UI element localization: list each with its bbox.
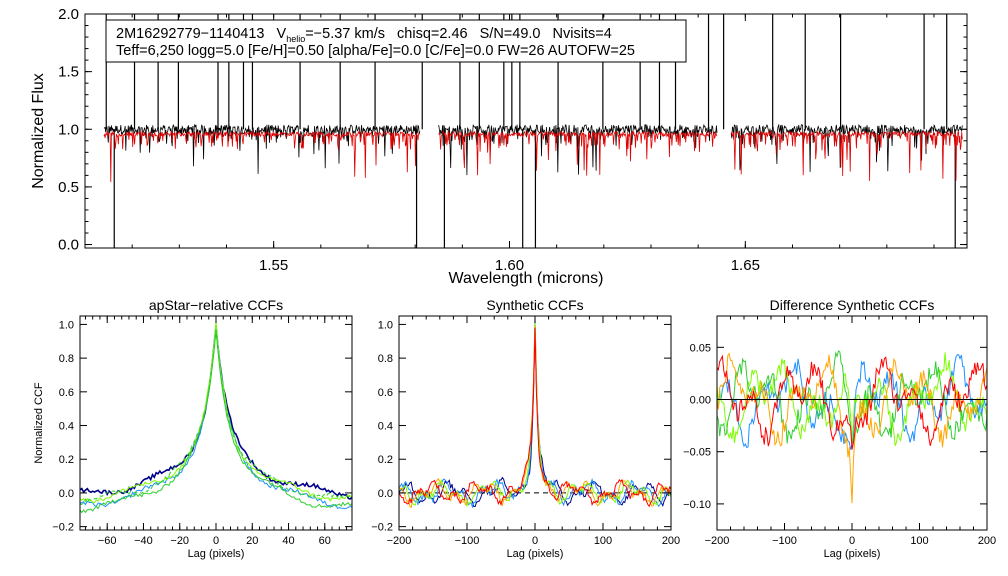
ytick-label: 0.8 (59, 353, 74, 365)
xtick-label: 100 (910, 535, 928, 547)
xtick-label: 0 (532, 535, 538, 547)
synthetic-ccf-xlabel: Lag (pixels) (507, 548, 564, 560)
ccf-line-visit-4 (398, 325, 672, 509)
synthetic-ccf-title: Synthetic CCFs (486, 297, 583, 313)
spectrum-ytick-labels: 0.0 0.5 1.0 1.5 2.0 (58, 6, 79, 254)
stellar-params-line: Teff=6,250 logg=5.0 [Fe/H]=0.50 [alpha/F… (116, 43, 635, 59)
xtick-label: −100 (772, 535, 797, 547)
apstar-ccf-panel: −60 −40 −20 0 20 40 60 −0.2 0.0 0.2 0.4 0.6 0.8 1.0 a… (33, 297, 353, 560)
ytick-label: 0.4 (378, 421, 393, 433)
model-spectrum-line (103, 130, 963, 183)
spectrum-info-box: 2M16292779−1140413 Vhelio=−5.37 km/s chi… (105, 19, 687, 63)
ytick-label: 0.2 (378, 454, 393, 466)
ytick-label: 0.6 (378, 387, 393, 399)
apstar-ccf-ticks (80, 316, 352, 530)
ytick-label: −0.2 (371, 522, 393, 534)
spectrum-panel: 0.0 0.5 1.0 1.5 2.0 1.55 1.60 1.65 Normalized … (30, 6, 968, 287)
ytick-label: 1.5 (58, 64, 79, 81)
xtick-label: 100 (594, 535, 612, 547)
spectrum-plot-frame (84, 13, 968, 249)
ytick-label: −0.05 (683, 447, 711, 459)
ytick-label: 1.0 (59, 319, 74, 331)
apstar-ccf-xlabel: Lag (pixels) (188, 548, 245, 560)
difference-ccf-panel: −200 −100 0 100 200 −0.10 −0.05 0.00 0.05 Differ… (683, 297, 996, 560)
xtick-label: 0 (849, 535, 855, 547)
apstar-ccf-title: apStar−relative CCFs (149, 297, 283, 313)
ccf-line-combined (79, 328, 353, 505)
ytick-label: 0.4 (59, 421, 74, 433)
ytick-label: 0.00 (690, 395, 711, 407)
xtick-label: 40 (282, 535, 294, 547)
synthetic-ccf-series (398, 318, 672, 509)
snr-value: S/N=49.0 (480, 26, 541, 42)
difference-ccf-ticks (716, 316, 988, 530)
ytick-label: −0.2 (52, 522, 74, 534)
ytick-label: 0.0 (59, 488, 74, 500)
chisq-value: chisq=2.46 (397, 26, 468, 42)
ccf-line-visit-3 (79, 321, 353, 504)
info-line-1: 2M16292779−1140413 Vhelio=−5.37 km/s chi… (116, 26, 612, 44)
ccf-line-visit-1 (398, 327, 672, 508)
ccf-line-visit-1 (79, 325, 353, 500)
ytick-label: −0.10 (683, 499, 711, 511)
xtick-label: 200 (978, 535, 996, 547)
model-spectrum-series (103, 130, 963, 183)
apstar-ccf-ylabel: Normalized CCF (33, 382, 45, 464)
ytick-label: 0.0 (378, 488, 393, 500)
synthetic-ccf-tick-labels: −200 −100 0 100 200 −0.2 0.0 0.2 0.4 0.6 0.8 1.0 (371, 319, 680, 547)
apstar-ccf-series (79, 321, 353, 514)
xtick-label: 0 (213, 535, 219, 547)
xtick-label: 20 (246, 535, 258, 547)
xtick-label: 200 (662, 535, 680, 547)
diff-line-visit-5 (716, 354, 988, 450)
ytick-label: 0.05 (690, 342, 711, 354)
xtick-label: −60 (98, 535, 117, 547)
apstar-ccf-frame (79, 315, 353, 531)
ytick-label: 1.0 (58, 121, 79, 138)
ytick-label: 2.0 (58, 6, 79, 23)
nvisits-value: Nvisits=4 (553, 26, 612, 42)
ytick-label: 0.0 (58, 237, 79, 254)
difference-ccf-tick-labels: −200 −100 0 100 200 −0.10 −0.05 0.00 0.05 (683, 342, 996, 547)
spectrum-xtick-labels: 1.55 1.60 1.65 (259, 257, 760, 274)
ytick-label: 0.2 (59, 454, 74, 466)
diff-line-visit-4 (716, 352, 988, 504)
difference-ccf-series (716, 349, 988, 504)
vhelio-value: =−5.37 km/s (305, 26, 385, 42)
difference-ccf-title: Difference Synthetic CCFs (770, 297, 935, 313)
ccf-line-visit-4 (79, 330, 353, 514)
synthetic-ccf-ticks (398, 316, 672, 530)
vhelio-symbol: V (277, 26, 287, 42)
xtick-label: −20 (170, 535, 189, 547)
info-box-frame (105, 19, 687, 63)
star-id: 2M16292779−1140413 (116, 26, 265, 42)
xtick-label: 1.55 (259, 257, 288, 274)
xtick-label: −100 (455, 535, 480, 547)
ccf-line-visit-5 (398, 327, 672, 508)
xtick-label: −200 (387, 535, 412, 547)
difference-ccf-xlabel: Lag (pixels) (824, 548, 881, 560)
xtick-label: 1.65 (731, 257, 760, 274)
xtick-label: 60 (319, 535, 331, 547)
spectrum-xlabel: Wavelength (microns) (448, 270, 603, 287)
synthetic-ccf-panel: −200 −100 0 100 200 −0.2 0.0 0.2 0.4 0.6 0.8 1.0 Sy… (371, 297, 680, 560)
ytick-label: 0.6 (59, 387, 74, 399)
ccf-line-visit-2 (79, 324, 353, 510)
ytick-label: 0.8 (378, 353, 393, 365)
ytick-label: 1.0 (378, 319, 393, 331)
spectrum-ticks (84, 13, 967, 248)
vhelio-subscript: helio (286, 34, 305, 44)
xtick-label: 1.60 (495, 257, 524, 274)
xtick-label: −200 (705, 535, 730, 547)
spectrum-ylabel: Normalized Flux (30, 73, 47, 189)
apstar-ccf-tick-labels: −60 −40 −20 0 20 40 60 −0.2 0.0 0.2 0.4 0.6 0.8 1.0 (52, 319, 331, 547)
xtick-label: −40 (134, 535, 153, 547)
ytick-label: 0.5 (58, 179, 79, 196)
